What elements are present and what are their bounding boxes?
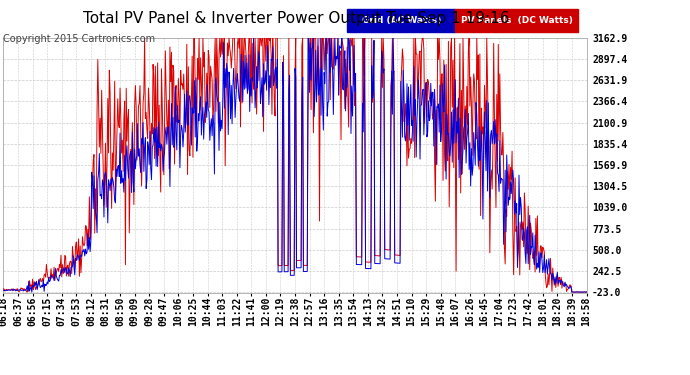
- Bar: [455, 9, 578, 32]
- Bar: [348, 9, 455, 32]
- Text: Total PV Panel & Inverter Power Output Tue Sep 1 19:16: Total PV Panel & Inverter Power Output T…: [83, 11, 510, 26]
- Text: Grid (AC Watts): Grid (AC Watts): [362, 16, 442, 26]
- Text: PV Panels  (DC Watts): PV Panels (DC Watts): [461, 16, 573, 26]
- Text: Copyright 2015 Cartronics.com: Copyright 2015 Cartronics.com: [3, 34, 155, 44]
